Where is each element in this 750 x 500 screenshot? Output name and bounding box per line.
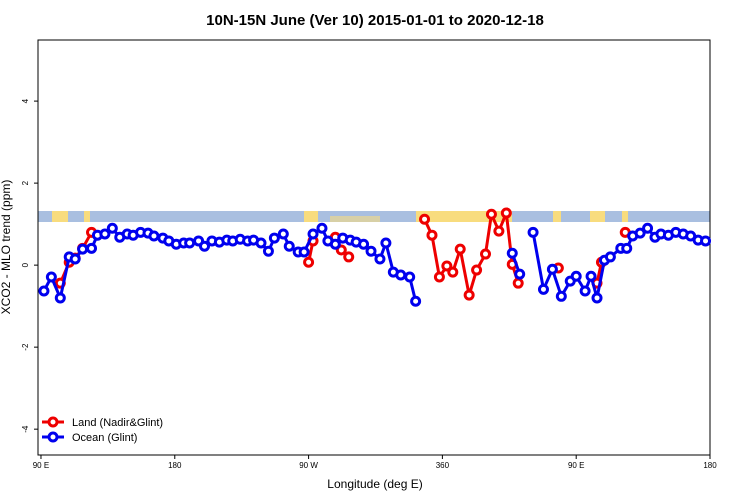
point [268,232,280,244]
x-tick-label: 90 W [299,461,318,470]
point [77,243,89,255]
point [441,260,453,272]
chart-title: 10N-15N June (Ver 10) 2015-01-01 to 2020… [206,12,544,29]
point [374,253,386,265]
point [358,238,370,250]
y-tick-label: -4 [21,425,30,433]
point [506,247,518,259]
point [410,295,422,307]
x-axis-label: Longitude (deg E) [327,477,422,491]
point [585,270,597,282]
point [604,251,616,263]
point [493,225,505,237]
point [537,283,549,295]
point [463,289,475,301]
land-band [416,211,512,222]
point [634,227,646,239]
point [365,245,377,257]
point [184,237,196,249]
point [527,226,539,238]
point [480,248,492,260]
point [454,243,466,255]
y-tick-label: 4 [21,98,30,103]
y-tick-label: -2 [21,343,30,351]
land-band [330,216,380,222]
point [106,222,118,234]
point [570,270,582,282]
point [426,229,438,241]
point [433,271,445,283]
y-tick-label: 2 [21,180,30,185]
point [307,228,319,240]
point [485,208,497,220]
point [343,251,355,263]
plot-frame [37,39,711,456]
legend-marker [47,431,59,443]
x-tick-label: 360 [436,461,450,470]
land-band [84,211,90,222]
point [380,237,392,249]
land-band [553,211,561,222]
land-band [590,211,605,222]
point [546,263,558,275]
y-axis-label: XCO2 - MLO trend (ppm) [0,180,13,315]
point [45,271,57,283]
point [512,277,524,289]
point [500,207,512,219]
x-tick-label: 180 [168,461,182,470]
point [591,292,603,304]
point [99,228,111,240]
land-band [52,211,68,222]
point [329,238,341,250]
point [419,213,431,225]
point [199,240,211,252]
point [298,246,310,258]
x-tick-label: 90 E [33,461,49,470]
point [54,292,66,304]
legend-label: Ocean (Glint) [72,432,137,444]
point [255,237,267,249]
point [38,285,50,297]
point [395,269,407,281]
point [262,245,274,257]
x-tick-label: 90 E [568,461,584,470]
legend-label: Land (Nadir&Glint) [72,417,163,429]
point [283,240,295,252]
point [514,268,526,280]
point [471,264,483,276]
y-tick-label: 0 [21,262,30,267]
point [579,285,591,297]
point [148,230,160,242]
legend-marker [47,416,59,428]
point [303,256,315,268]
land-band [304,211,318,222]
point [277,228,289,240]
point [621,242,633,254]
point [86,242,98,254]
point [69,253,81,265]
x-tick-label: 180 [703,461,717,470]
surface-band [38,211,710,222]
point [404,271,416,283]
point [316,222,328,234]
point [555,290,567,302]
point [700,235,712,247]
point [447,266,459,278]
land-band [622,211,628,222]
point [642,222,654,234]
